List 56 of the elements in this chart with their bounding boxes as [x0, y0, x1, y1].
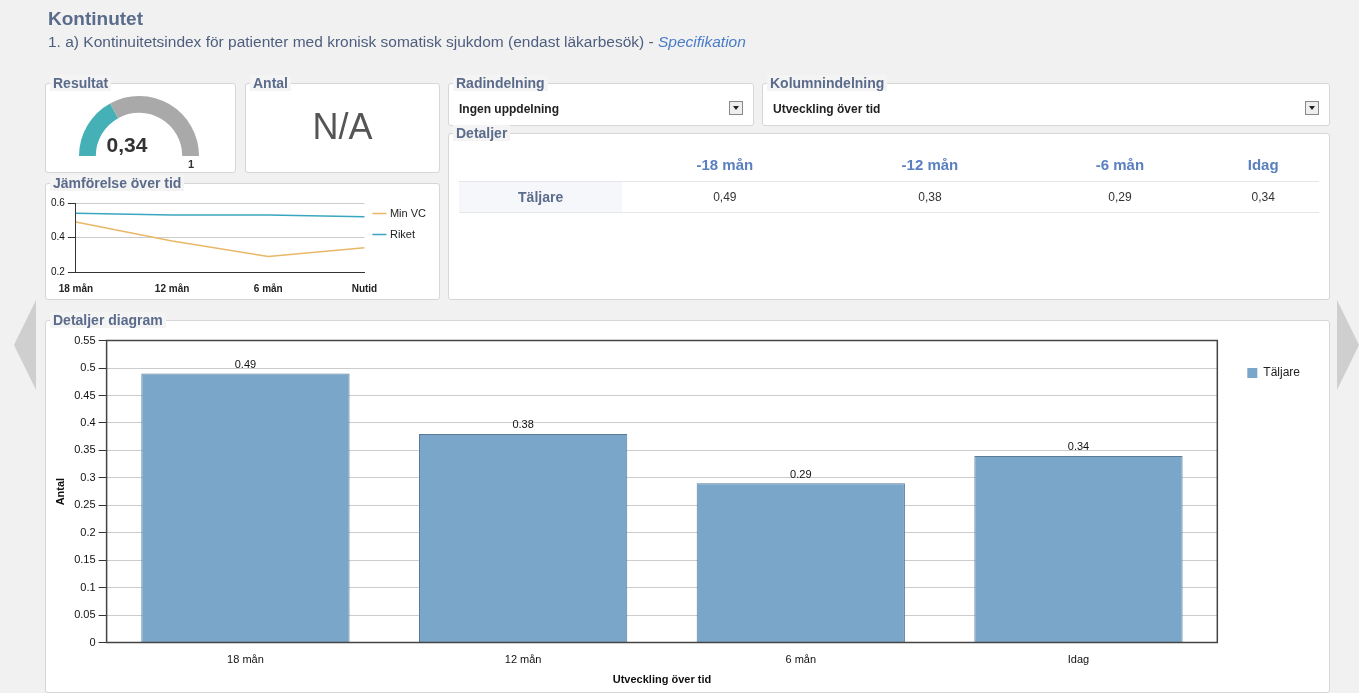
y-tick-label: 0.3 [80, 470, 96, 483]
x-axis-title: Utveckling över tid [612, 673, 712, 686]
y-tick-label: 0.4 [51, 231, 66, 243]
data-label: 0,34 [106, 133, 148, 156]
category-label: -12 mån [827, 152, 1033, 182]
y-tick-label: 0.15 [74, 553, 96, 566]
text: 0,38 [918, 190, 942, 204]
text: 0,49 [713, 190, 737, 204]
x-tick-label: 18 mån [58, 282, 94, 294]
y-tick-label: 0.05 [74, 608, 96, 621]
text: Kontinutet [48, 8, 144, 30]
x-tick-label: 12 mån [504, 653, 542, 666]
data-label: 0.29 [790, 467, 812, 480]
y-tick-label: 0.4 [80, 415, 96, 428]
legend-label: Täljare [1263, 365, 1301, 380]
data-label: 0.38 [512, 418, 534, 431]
y-tick-label: 0.6 [51, 196, 66, 208]
y-axis-title: Antal [53, 477, 66, 506]
text: 1. a) Kontinuitetsindex för patienter med kronisk somatisk sjukdom (endast läkarbesök) - [48, 33, 654, 50]
y-tick-label: 0.45 [74, 388, 96, 401]
x-tick-label: 12 mån [154, 282, 190, 294]
y-tick-label: 0.2 [80, 525, 96, 538]
data-label: 0.49 [234, 358, 257, 371]
x-tick-label: Idag [1067, 653, 1090, 666]
y-tick-label: 0 [89, 635, 96, 648]
text: Utveckling över tid [773, 102, 881, 116]
text: Detaljer [453, 125, 511, 141]
text: 1 [187, 158, 195, 170]
chart-title: Resultat [50, 75, 112, 91]
legend-label: Min VC [389, 206, 427, 219]
x-tick-label: 6 mån [253, 282, 283, 294]
text: Kolumnindelning [767, 75, 888, 91]
text: Ingen uppdelning [459, 102, 559, 116]
text: Specifikation [657, 33, 746, 50]
category-label: -6 mån [1032, 152, 1208, 182]
text: 0,29 [1108, 190, 1132, 204]
category-label: Täljare [518, 189, 564, 205]
data-label: 0.34 [1067, 440, 1090, 453]
text: 0,34 [1251, 190, 1275, 204]
y-tick-label: 0.35 [74, 443, 96, 456]
text: Radindelning [453, 75, 548, 91]
x-tick-label: 6 mån [785, 653, 817, 666]
y-tick-label: 0.55 [74, 333, 96, 346]
y-tick-label: 0.2 [51, 265, 66, 277]
x-tick-label: Nutid [351, 282, 378, 294]
text: Antal [250, 75, 291, 91]
y-tick-label: 0.25 [74, 498, 96, 511]
category-label: Idag [1207, 152, 1319, 182]
legend-label: Riket [389, 227, 415, 240]
category-label: -18 mån [622, 152, 828, 182]
y-tick-label: 0.5 [80, 361, 96, 374]
chart-title: Detaljer diagram [50, 312, 166, 328]
x-tick-label: 18 mån [227, 653, 264, 666]
text: N/A [311, 106, 374, 148]
chart-title: Jämförelse över tid [50, 175, 185, 191]
y-tick-label: 0.1 [80, 580, 96, 593]
